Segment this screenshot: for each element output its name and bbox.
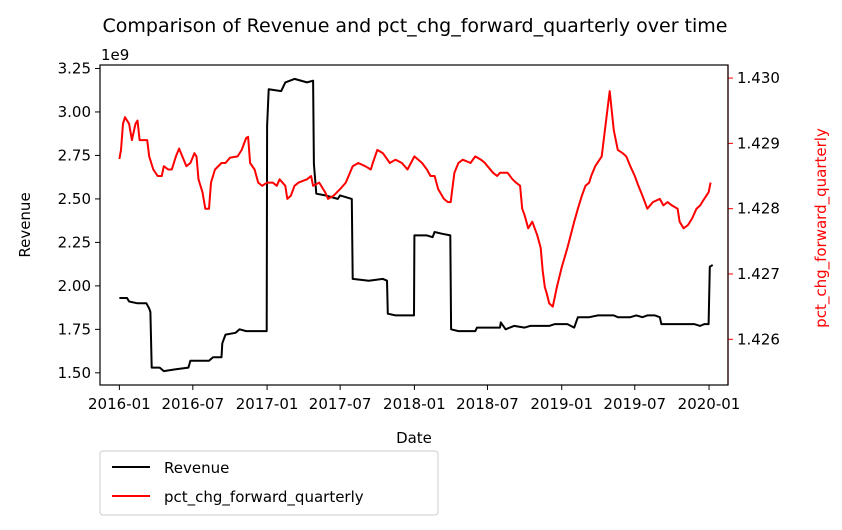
y2-tick-label: 1.428 xyxy=(737,200,780,218)
y2-tick-label: 1.427 xyxy=(737,265,780,283)
x-tick-label: 2016-01 xyxy=(88,395,151,413)
x-tick-label: 2018-07 xyxy=(456,395,519,413)
x-tick-label: 2019-07 xyxy=(603,395,666,413)
y2-tick-label: 1.429 xyxy=(737,134,780,152)
y-tick-label: 1.75 xyxy=(58,320,91,338)
series-layer xyxy=(118,77,714,373)
legend-label-revenue: Revenue xyxy=(164,459,229,477)
legend-label-pct-chg: pct_chg_forward_quarterly xyxy=(164,488,364,507)
legend-box xyxy=(99,450,439,516)
y-axis-label: Revenue xyxy=(16,192,34,257)
y-tick-label: 2.50 xyxy=(58,190,91,208)
series-line-revenue xyxy=(119,77,714,373)
y-offset-text: 1e9 xyxy=(101,46,129,64)
x-tick-label: 2017-01 xyxy=(236,395,299,413)
x-axis: 2016-01 2016-07 2017-01 2017-07 2018-01 2018-… xyxy=(88,385,740,413)
series-line-pct-chg-forward-quarterly xyxy=(118,90,712,308)
x-tick-label: 2020-01 xyxy=(678,395,741,413)
y-tick-label: 2.75 xyxy=(58,146,91,164)
y-tick-label: 3.25 xyxy=(58,59,91,77)
plot-frame xyxy=(99,64,729,386)
chart-title: Comparison of Revenue and pct_chg_forwar… xyxy=(103,15,728,37)
y2-axis-label: pct_chg_forward_quarterly xyxy=(812,128,831,328)
y-tick-label: 2.25 xyxy=(58,233,91,251)
left-y-axis: 1.50 1.75 2.00 2.25 2.50 2.75 3.00 3.25 xyxy=(58,59,100,382)
x-tick-label: 2019-01 xyxy=(530,395,593,413)
x-tick-label: 2016-07 xyxy=(161,395,224,413)
legend: Revenue pct_chg_forward_quarterly xyxy=(99,450,439,516)
x-axis-label: Date xyxy=(396,429,432,447)
y2-tick-label: 1.430 xyxy=(737,69,780,87)
x-tick-label: 2018-01 xyxy=(383,395,446,413)
x-tick-label: 2017-07 xyxy=(309,395,372,413)
y-tick-label: 1.50 xyxy=(58,364,91,382)
y-tick-label: 3.00 xyxy=(58,103,91,121)
y-tick-label: 2.00 xyxy=(58,277,91,295)
y2-tick-label: 1.426 xyxy=(737,330,780,348)
